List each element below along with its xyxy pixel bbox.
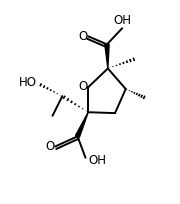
Text: O: O	[46, 140, 55, 153]
Polygon shape	[105, 45, 109, 69]
Text: O: O	[79, 30, 88, 42]
Text: OH: OH	[88, 153, 106, 166]
Text: HO: HO	[19, 76, 37, 89]
Text: OH: OH	[114, 14, 132, 27]
Polygon shape	[76, 113, 88, 137]
Text: O: O	[79, 80, 88, 93]
